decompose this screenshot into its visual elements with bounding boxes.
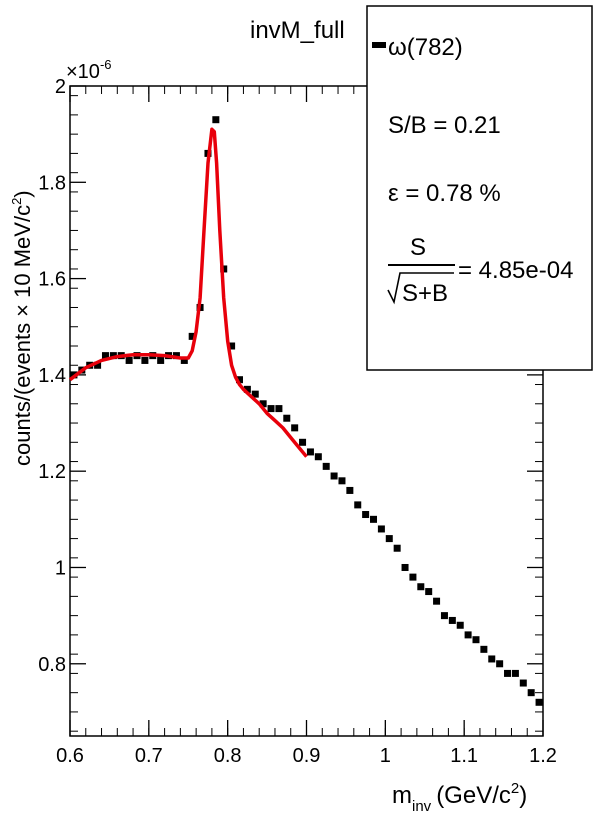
data-point [243,385,251,393]
y-tick-label: 0.8 [38,654,66,676]
data-point [275,405,283,413]
data-point [425,588,433,596]
data-point [385,535,393,543]
data-point [125,356,133,364]
data-point [354,501,362,509]
y-tick-label: 1.4 [38,365,66,387]
data-point [362,511,370,519]
data-point [212,116,220,124]
data-point [480,645,488,653]
y-tick-label: 1.6 [38,269,66,291]
legend-marker-icon [372,42,386,48]
data-point [94,361,102,369]
data-point [401,563,409,571]
data-point [464,631,472,639]
y-tick-label: 1.2 [38,461,66,483]
data-point [393,544,401,552]
x-tick-label: 0.9 [293,745,321,767]
legend-sb-text: S/B = 0.21 [388,112,501,139]
data-point [299,438,307,446]
data-point [306,448,314,456]
y-exponent: ×10-6 [66,57,112,83]
data-point [370,515,378,523]
legend-frac-numerator: S [410,234,426,261]
data-point [188,332,196,340]
data-point [251,390,259,398]
data-point [472,636,480,644]
data-point [180,356,188,364]
x-tick-label: 0.7 [135,745,163,767]
x-tick-labels: 0.6 0.7 0.8 0.9 1 1.1 1.2 [56,745,557,767]
legend-significance-text: = 4.85e-04 [458,257,573,284]
y-tick-label: 1.8 [38,172,66,194]
data-point [456,621,464,629]
x-tick-label: 0.8 [214,745,242,767]
data-point [235,376,243,384]
data-point [157,356,165,364]
data-point [488,655,496,663]
x-tick-label: 1.1 [450,745,478,767]
data-point [291,424,299,432]
legend-box: ω(782) S/B = 0.21 ε = 0.78 % S S+B = 4.8… [366,5,593,371]
x-tick-label: 1 [380,745,391,767]
data-point [314,453,322,461]
x-tick-label: 1.2 [529,745,557,767]
data-point [527,689,535,697]
data-point [504,669,512,677]
data-point [496,660,504,668]
data-point [330,472,338,480]
data-point [377,525,385,533]
legend-frac-denominator: S+B [402,280,448,307]
fit-curve [68,127,308,458]
data-point [101,352,109,360]
data-point [346,486,354,494]
data-point [259,400,267,408]
data-point [228,342,236,350]
legend-eff-text: ε = 0.78 % [388,180,501,207]
data-point [283,414,291,422]
data-point [409,573,417,581]
y-tick-label: 1 [55,557,66,579]
data-point [322,462,330,470]
x-tick-label: 0.6 [56,745,84,767]
data-point [433,597,441,605]
legend-entry-label: ω(782) [388,34,463,61]
y-tick-labels: 0.8 1 1.2 1.4 1.6 1.8 2 [38,76,66,676]
data-point [535,698,543,706]
data-point [267,405,275,413]
data-point [440,612,448,620]
sqrt-icon [387,272,454,305]
data-point [141,356,149,364]
data-point [417,583,425,591]
data-point [338,477,346,485]
data-point [448,616,456,624]
y-axis-title: counts/(events × 10 MeV/c2) [9,190,35,466]
data-point [109,352,117,360]
y-tick-label: 2 [55,76,66,98]
data-point [511,669,519,677]
chart-title: invM_full [250,17,345,44]
data-point [519,679,527,687]
x-axis-title: minv (GeV/c2) [392,780,527,815]
